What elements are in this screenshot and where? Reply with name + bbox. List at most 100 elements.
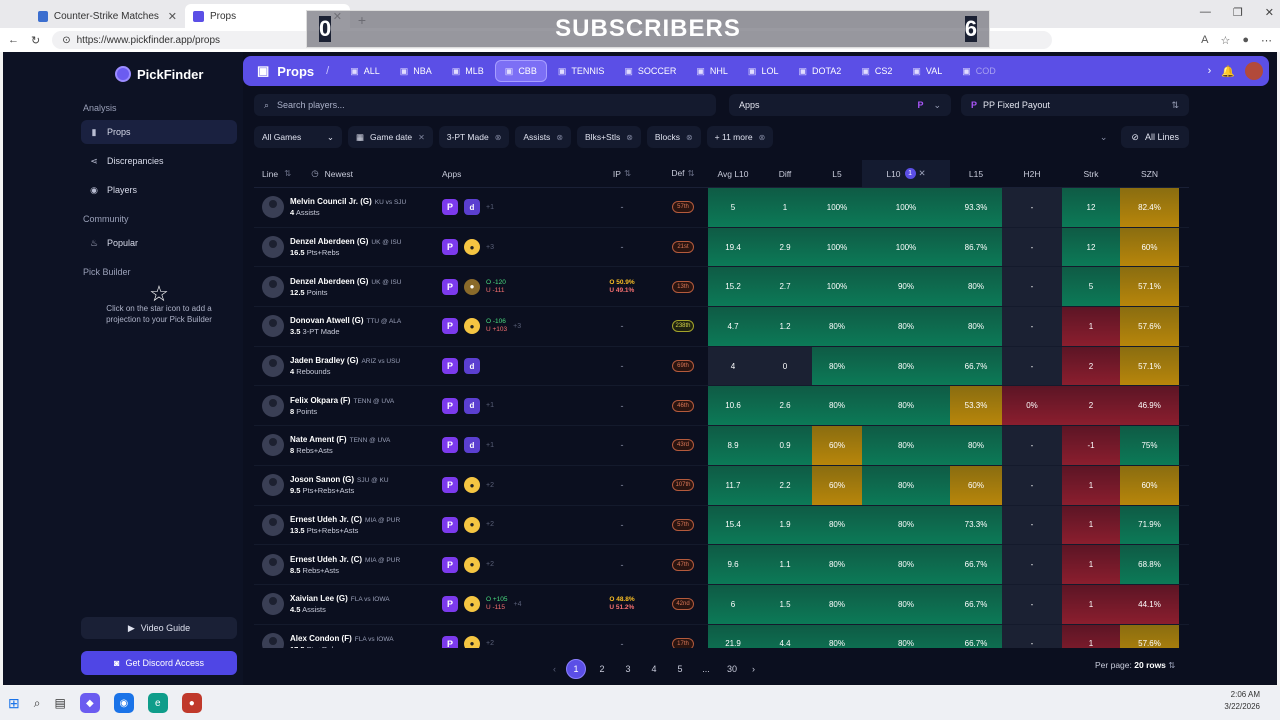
clear-sort-icon[interactable]: ✕ — [918, 168, 926, 178]
player-name[interactable]: Nate Ament (F) TENN @ UVA — [290, 435, 390, 444]
player-name[interactable]: Xaivian Lee (G) FLA vs IOWA — [290, 594, 390, 603]
page-button[interactable]: 2 — [599, 664, 605, 674]
prizepicks-icon[interactable]: P — [442, 199, 458, 216]
filter-chip[interactable]: Blks+Stls ⊗ — [577, 126, 641, 148]
more-apps-count[interactable]: +2 — [486, 561, 494, 569]
dabble-icon[interactable]: d — [464, 437, 480, 454]
filter-chip[interactable]: Blocks ⊗ — [646, 126, 701, 148]
chevron-down-icon[interactable]: ⌄ — [1099, 131, 1108, 142]
all-lines-toggle[interactable]: ⊘ All Lines — [1121, 126, 1189, 148]
sidebar-item-discrepancies[interactable]: ⋖ Discrepancies — [81, 149, 237, 173]
more-apps-count[interactable]: +1 — [486, 402, 494, 410]
player-name[interactable]: Denzel Aberdeen (G) UK @ ISU — [290, 237, 401, 246]
remove-filter-icon[interactable]: ⊗ — [626, 132, 633, 142]
remove-filter-icon[interactable]: ⊗ — [494, 132, 502, 142]
player-name[interactable]: Joson Sanon (G) SJU @ KU — [290, 475, 389, 484]
prizepicks-icon[interactable]: P — [442, 477, 458, 494]
sportsbook-icon[interactable]: ● — [464, 278, 480, 295]
col-avg-l10[interactable]: Avg L10 — [717, 168, 749, 179]
tab-sport-lol[interactable]: ▣ LOL — [739, 60, 788, 82]
remove-filter-icon[interactable]: ⊗ — [685, 132, 693, 142]
sidebar-item-props[interactable]: ▮ Props — [81, 120, 237, 144]
browser-tab-1[interactable]: Counter-Strike Matches & livescor ✕ — [30, 4, 185, 28]
favorite-icon[interactable]: ☆ — [1220, 34, 1231, 47]
page-button[interactable]: ... — [702, 664, 710, 674]
apps-select[interactable]: Apps P ⌄ — [729, 94, 951, 116]
prizepicks-icon[interactable]: P — [442, 556, 458, 573]
col-def[interactable]: Def ⇅ — [658, 168, 708, 179]
tab-sport-cbb[interactable]: ▣ CBB — [494, 60, 547, 82]
more-apps-count[interactable]: +4 — [513, 600, 522, 608]
prizepicks-icon[interactable]: P — [442, 397, 458, 414]
minimize-icon[interactable]: — — [1199, 6, 1211, 18]
more-apps-count[interactable]: +1 — [486, 441, 494, 449]
col-newest-label[interactable]: Newest — [324, 168, 353, 179]
game-date-filter[interactable]: ▦ Game date ✕ — [348, 126, 433, 148]
app-icon-1[interactable]: ◆ — [79, 693, 100, 713]
tab-sport-nba[interactable]: ▣ NBA — [391, 60, 441, 82]
prizepicks-icon[interactable]: P — [442, 358, 458, 375]
page-button[interactable]: 30 — [726, 664, 737, 674]
table-row[interactable]: Alex Condon (F)FLA vs IOWA17.5 Pts+RebsP… — [254, 624, 1189, 648]
player-name[interactable]: Ernest Udeh Jr. (C) MIA @ PUR — [290, 555, 400, 564]
player-name[interactable]: Jaden Bradley (G) ARIZ vs USU — [290, 356, 400, 365]
tab-sport-dota2[interactable]: ▣ DOTA2 — [789, 60, 850, 82]
sidebar-toggle-icon[interactable]: ▣ — [257, 63, 270, 78]
per-page-select[interactable]: Per page: 20 rows ⇅ — [1095, 660, 1175, 671]
underdog-icon[interactable]: ● — [464, 477, 480, 494]
table-row[interactable]: Denzel Aberdeen (G) UK @ ISU 12.5 Points P ●… — [254, 267, 1189, 308]
brand-logo[interactable]: PickFinder — [115, 66, 203, 82]
page-button[interactable]: 4 — [651, 664, 657, 674]
search-input[interactable]: ⌕ Search players... — [254, 94, 716, 116]
remove-filter-icon[interactable]: ⊗ — [556, 132, 564, 142]
payout-select[interactable]: P PP Fixed Payout ⇅ — [961, 94, 1189, 116]
dabble-icon[interactable]: d — [464, 199, 480, 216]
avatar[interactable] — [1245, 62, 1263, 80]
prizepicks-icon[interactable]: P — [442, 596, 458, 613]
prizepicks-icon[interactable]: P — [442, 318, 458, 335]
read-aloud-icon[interactable]: A — [1201, 33, 1209, 46]
dabble-icon[interactable]: d — [464, 397, 480, 414]
prizepicks-icon[interactable]: P — [442, 516, 458, 533]
table-row[interactable]: Melvin Council Jr. (G) KU vs SJU 4 Assists… — [254, 188, 1189, 228]
player-name[interactable]: Felix Okpara (F) TENN @ UVA — [290, 396, 394, 405]
tab-sport-cod[interactable]: ▣ COD — [953, 60, 1005, 82]
underdog-icon[interactable]: ● — [464, 556, 480, 573]
underdog-icon[interactable]: ● — [464, 318, 480, 335]
table-row[interactable]: Ernest Udeh Jr. (C) MIA @ PUR 13.5 Pts+Reb… — [254, 505, 1189, 546]
more-apps-count[interactable]: +3 — [486, 243, 494, 251]
col-diff[interactable]: Diff — [778, 168, 792, 179]
page-button[interactable]: 1 — [566, 659, 586, 679]
search-icon[interactable]: ⌕ — [33, 695, 41, 710]
page-button[interactable]: 3 — [625, 664, 631, 674]
sidebar-item-players[interactable]: ◉ Players — [81, 178, 237, 202]
underdog-icon[interactable]: ● — [464, 239, 480, 256]
col-l10[interactable]: L10 1 ✕ — [862, 160, 950, 187]
prizepicks-icon[interactable]: P — [442, 437, 458, 454]
remove-filter-icon[interactable]: ⊗ — [758, 132, 766, 142]
prizepicks-icon[interactable]: P — [442, 239, 458, 256]
underdog-icon[interactable]: ● — [464, 516, 480, 533]
page-button[interactable]: 5 — [677, 664, 683, 674]
col-ip[interactable]: IP ⇅ — [586, 168, 658, 179]
prizepicks-icon[interactable]: P — [442, 278, 458, 295]
table-row[interactable]: Denzel Aberdeen (G) UK @ ISU 16.5 Pts+Rebs… — [254, 227, 1189, 268]
task-view-icon[interactable]: ▤ — [54, 696, 66, 710]
col-l15[interactable]: L15 — [968, 168, 984, 179]
tab-sport-mlb[interactable]: ▣ MLB — [443, 60, 493, 82]
underdog-icon[interactable]: ● — [464, 596, 480, 613]
menu-icon[interactable]: ⋯ — [1261, 34, 1272, 47]
sidebar-item-popular[interactable]: ♨ Popular — [81, 231, 237, 255]
tab-sport-val[interactable]: ▣ VAL — [903, 60, 951, 82]
video-guide-button[interactable]: ▶ Video Guide — [81, 617, 237, 639]
tab-sport-nhl[interactable]: ▣ NHL — [687, 60, 737, 82]
close-window-icon[interactable]: ✕ — [1264, 7, 1274, 19]
site-info-icon[interactable]: ⊙ — [62, 34, 71, 46]
tab-sport-all[interactable]: ▣ ALL — [341, 60, 389, 82]
discord-button[interactable]: ◙ Get Discord Access — [81, 651, 237, 675]
next-page-icon[interactable]: › — [752, 664, 755, 674]
profile-icon[interactable]: ● — [1242, 33, 1249, 46]
table-row[interactable]: Donovan Atwell (G) TTU @ ALA 3.5 3-PT Made… — [254, 307, 1189, 347]
